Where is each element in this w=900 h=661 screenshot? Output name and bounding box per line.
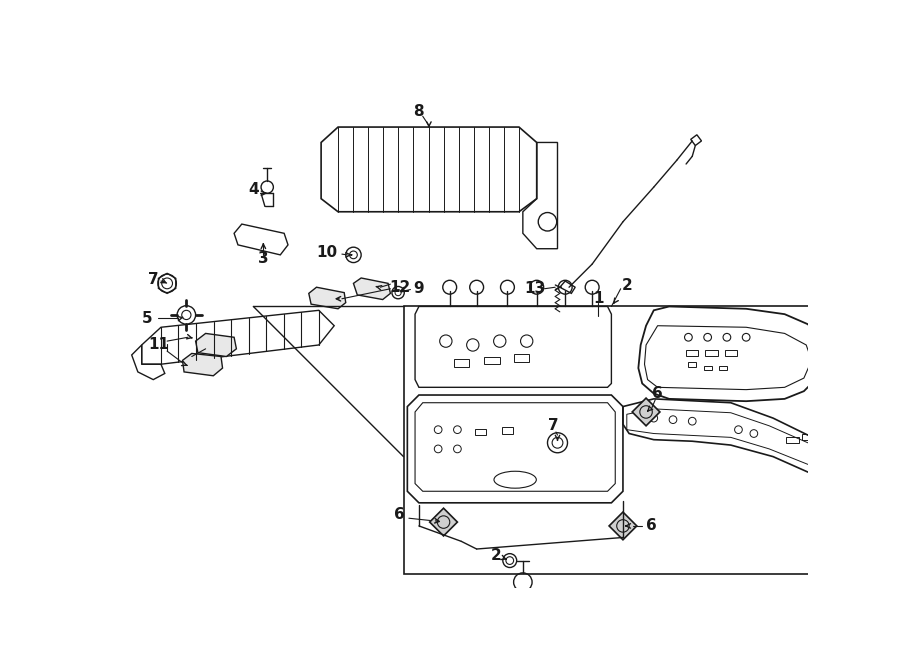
Text: 2: 2 [622,278,633,293]
Text: 9: 9 [414,282,424,296]
Polygon shape [309,288,346,309]
Text: 12: 12 [389,280,410,295]
Text: 6: 6 [394,507,405,522]
Polygon shape [183,354,222,375]
Text: 4: 4 [248,182,258,197]
Text: 5: 5 [142,311,152,325]
Text: 3: 3 [258,251,269,266]
Text: 7: 7 [548,418,559,434]
Text: 13: 13 [524,282,545,296]
Polygon shape [354,278,391,299]
Text: 10: 10 [316,245,338,260]
Text: 11: 11 [148,336,169,352]
Text: 6: 6 [646,518,657,533]
Text: 7: 7 [148,272,158,287]
Polygon shape [429,508,457,536]
Text: 1: 1 [593,292,604,306]
Polygon shape [609,512,637,540]
Text: 8: 8 [414,104,424,119]
Polygon shape [632,398,660,426]
Text: 6: 6 [652,386,663,401]
Text: 2: 2 [491,548,501,563]
Polygon shape [195,333,237,356]
